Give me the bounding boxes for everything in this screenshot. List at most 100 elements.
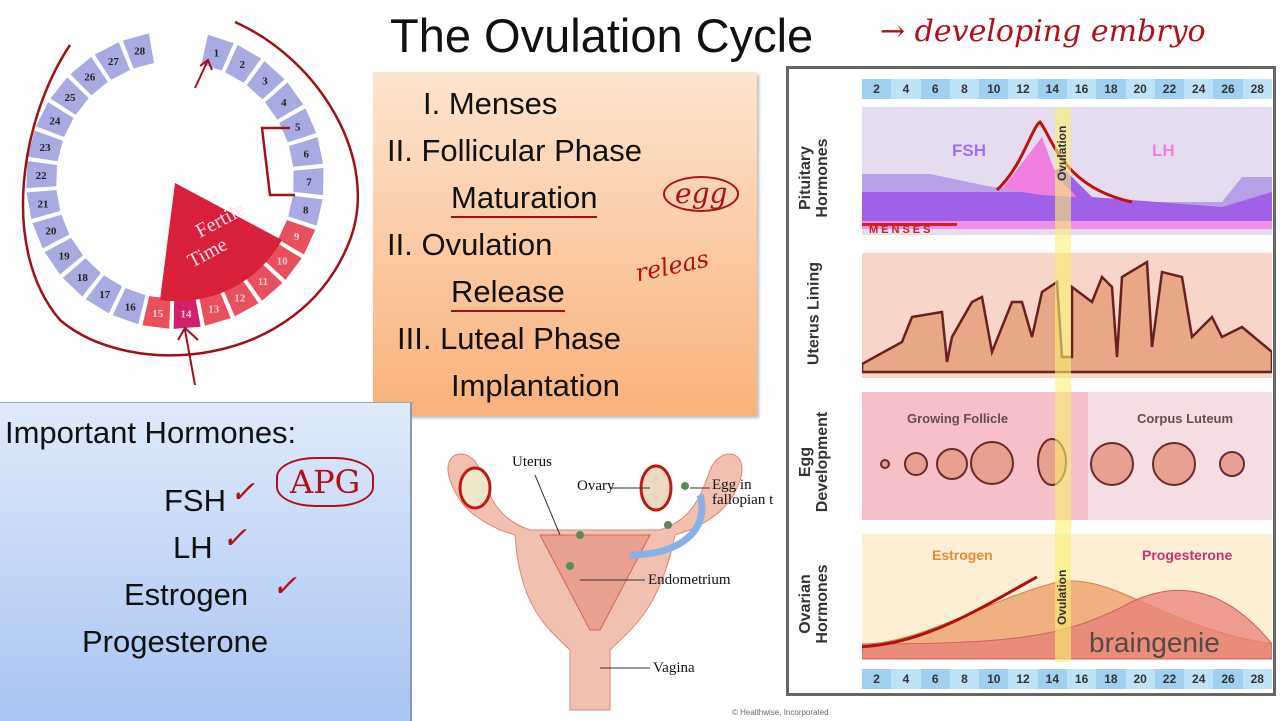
day-tick: 4 [891, 79, 921, 99]
label-ovulation-top: Ovulation [1055, 125, 1069, 181]
day-scale-bottom: 2 4 6 8 10 12 14 16 18 20 22 24 26 28 [862, 669, 1272, 689]
hormone-lh: LH [173, 530, 213, 565]
day-tick: 6 [920, 79, 950, 99]
cycle-day-segment [109, 285, 148, 327]
cycle-wheel: 1234567891011121314151617181920212223242… [21, 20, 360, 386]
day-tick: 8 [949, 79, 980, 99]
day-tick: 20 [1125, 669, 1155, 689]
phase-maturation: Maturation [451, 180, 598, 218]
cycle-day-label: 21 [38, 198, 49, 210]
cycle-day-label: 2 [239, 59, 245, 71]
day-tick: 28 [1242, 79, 1272, 99]
phase-implantation: Implantation [451, 368, 620, 403]
cycle-day-segment [29, 212, 72, 252]
day-tick: 26 [1213, 669, 1243, 689]
cycle-day-label: 16 [125, 301, 137, 313]
cycle-day-segment [140, 293, 173, 332]
row-label-uterus: Uterus Lining [805, 261, 823, 366]
day-tick: 6 [920, 669, 950, 689]
cycle-day-label: 17 [99, 289, 111, 301]
phase-menses: I. Menses [423, 86, 558, 121]
cycle-day-label: 7 [306, 176, 312, 188]
phase-release: Release [451, 274, 565, 312]
row-label-egg: Egg Development [797, 411, 831, 513]
credit: © Healthwise, Incorporated [732, 708, 829, 717]
cycle-day-label: 27 [108, 56, 120, 68]
cycle-day-label: 9 [294, 231, 300, 243]
label-fsh: FSH [952, 141, 986, 160]
cycle-day-segment [82, 272, 125, 317]
arrow-icon [629, 494, 706, 559]
hormone-progesterone: Progesterone [82, 624, 269, 659]
annotation-curve [995, 120, 1133, 204]
day-tick: 10 [979, 79, 1009, 99]
annotation-egg: egg [663, 176, 740, 212]
cycle-day-label: 18 [77, 272, 89, 284]
cycle-day-label: 19 [59, 250, 71, 262]
day-tick: 12 [1008, 669, 1038, 689]
cycle-day-label: 13 [208, 303, 220, 315]
braingenie-watermark: braingenie [1089, 627, 1220, 658]
cycle-day-label: 11 [258, 276, 268, 288]
cycle-chart-graphics [862, 107, 1272, 662]
day-tick: 8 [949, 669, 980, 689]
hormones-heading: Important Hormones: [5, 415, 297, 450]
day-tick: 16 [1066, 669, 1097, 689]
cycle-day-segment [262, 79, 307, 123]
label-menses: MENSES [869, 224, 934, 236]
day-tick: 4 [891, 669, 921, 689]
slide-title: The Ovulation Cycle [390, 9, 814, 62]
label-egg-in-fallopian: Egg in fallopian t [712, 478, 774, 508]
day-tick: 18 [1096, 79, 1126, 99]
label-estrogen: Estrogen [932, 547, 993, 563]
day-tick: 22 [1154, 669, 1185, 689]
cycle-day-label: 22 [36, 170, 48, 182]
label-endometrium: Endometrium [648, 572, 731, 588]
day-tick: 18 [1096, 669, 1126, 689]
left-ovary [458, 466, 492, 510]
cycle-day-segment [24, 187, 63, 222]
progesterone-curve [862, 589, 1272, 660]
cycle-day-label: 15 [152, 308, 164, 320]
cycle-day-segment [275, 217, 319, 258]
cycle-day-label: 8 [303, 204, 309, 216]
phase-ovulation: II. Ovulation [387, 227, 553, 262]
cycle-day-segment [276, 105, 320, 145]
label-ovary: Ovary [577, 478, 615, 494]
annotation-developing-embryo: → developing embryo [880, 14, 1206, 49]
cycle-day-label: 4 [281, 97, 287, 109]
cycle-day-label: 6 [304, 148, 310, 160]
check-icon: ✓ [272, 569, 298, 604]
label-uterus: Uterus [512, 454, 552, 470]
label-progesterone: Progesterone [1142, 547, 1233, 563]
cycle-day-label: 20 [45, 225, 57, 237]
cycle-day-segment [222, 42, 264, 86]
cycle-day-segment [120, 30, 157, 71]
cycle-chart-panel: 2 4 6 8 10 12 14 16 18 20 22 24 26 28 2 4 6 8 10 12 14 16 18 2… [786, 66, 1276, 696]
cycle-day-label: 26 [84, 72, 96, 84]
check-icon: ✓ [222, 521, 248, 556]
cycle-day-label: 28 [134, 46, 146, 58]
label-growing-follicle: Growing Follicle [907, 411, 1009, 426]
cycle-day-segment [244, 58, 288, 103]
cycle-day-segment [291, 165, 326, 198]
cycle-day-segment [286, 134, 326, 169]
day-tick: 20 [1125, 79, 1155, 99]
cycle-day-segment [91, 39, 133, 83]
cycle-day-label: 14 [180, 309, 192, 321]
cycle-day-segment [285, 193, 326, 229]
cycle-day-label: 23 [40, 142, 52, 154]
uterus-illustration [447, 453, 743, 711]
day-tick: 22 [1154, 79, 1185, 99]
hormones-box: Important Hormones: FSH LH Estrogen Prog… [0, 402, 412, 721]
check-icon: ✓ [230, 475, 256, 510]
phases-box: I. Menses II. Follicular Phase Maturatio… [373, 72, 757, 416]
day-tick: 12 [1008, 79, 1038, 99]
day-tick: 26 [1213, 79, 1243, 99]
fertile-wedge [160, 183, 282, 302]
menses-bar [862, 223, 957, 226]
day-tick: 10 [979, 669, 1009, 689]
cycle-day-segment [33, 99, 77, 140]
day-tick: 14 [1037, 669, 1067, 689]
uterus-lining-shape [862, 259, 1272, 374]
